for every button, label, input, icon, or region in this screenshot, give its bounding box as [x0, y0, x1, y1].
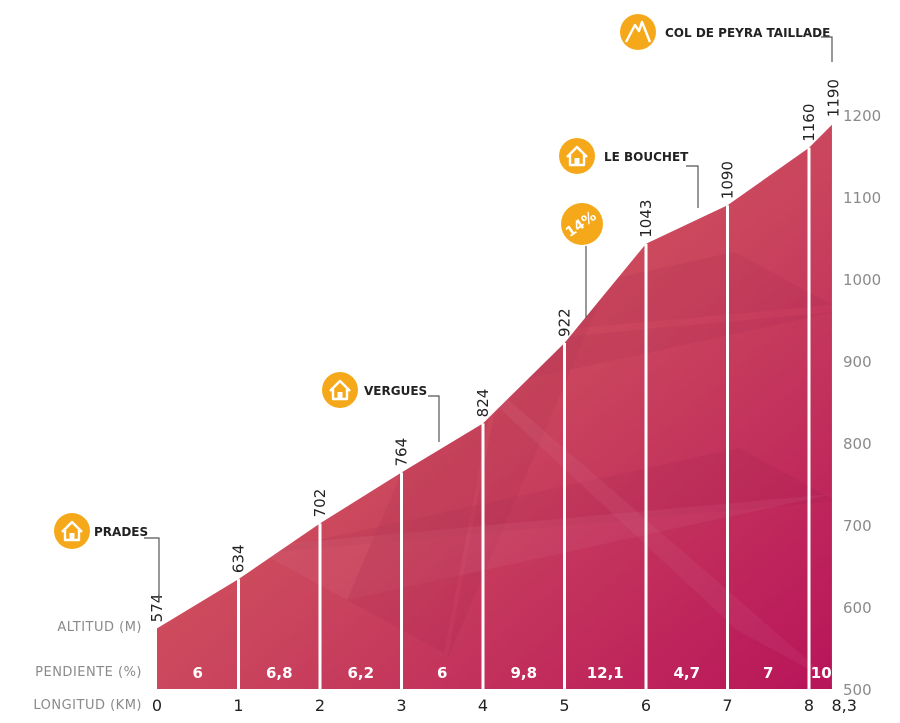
altitude-label: 634	[230, 544, 248, 573]
slope-value: 6,8	[266, 664, 293, 682]
slope-value: 6	[193, 664, 203, 682]
y-axis: 500 600 700 800 900 1000 1100 1200	[843, 107, 881, 699]
waypoint-label: VERGUES	[364, 384, 427, 398]
profile-fill	[157, 123, 834, 689]
waypoint-label: COL DE PEYRA TAILLADE	[665, 26, 830, 40]
x-tick-label: 8	[804, 696, 814, 715]
house-icon	[322, 372, 358, 408]
gradient-badge-icon	[561, 203, 603, 245]
altitude-label: 702	[311, 489, 329, 518]
slope-value: 6,2	[347, 664, 374, 682]
leader-line	[428, 395, 440, 442]
slope-value: 7	[763, 664, 773, 682]
badge-circle	[559, 138, 595, 174]
waypoint-le-bouchet: LE BOUCHET	[559, 138, 699, 208]
altitude-label: 922	[556, 308, 574, 337]
y-tick-label: 600	[843, 599, 872, 617]
house-door	[337, 392, 343, 399]
x-tick-label: 2	[315, 696, 325, 715]
leader-line	[144, 537, 160, 598]
altitude-label: 1190	[824, 79, 842, 117]
waypoint-prades: PRADES	[54, 513, 160, 598]
house-icon	[559, 138, 595, 174]
slope-value: 9,8	[510, 664, 537, 682]
x-tick-label: 1	[233, 696, 243, 715]
distance-row-label: LONGITUD (KM)	[33, 698, 142, 713]
leader-line	[686, 165, 699, 208]
waypoint-label: PRADES	[94, 525, 148, 539]
leader-line	[821, 36, 833, 62]
x-tick-label: 4	[478, 696, 488, 715]
altitude-label: 824	[474, 389, 492, 418]
elevation-area	[157, 123, 834, 689]
waypoint-label: LE BOUCHET	[604, 150, 689, 164]
altitude-labels: 574 634 702 764 824 922 1043 1090 1160 1190	[148, 79, 842, 622]
km-dividers	[237, 123, 835, 689]
y-tick-label: 1200	[843, 107, 881, 125]
slope-value: 10	[811, 664, 832, 682]
y-tick-label: 1000	[843, 271, 881, 289]
badge-circle	[322, 372, 358, 408]
x-tick-label: 0	[152, 696, 162, 715]
badge-circle	[54, 513, 90, 549]
y-tick-label: 800	[843, 435, 872, 453]
mountain-icon	[620, 14, 656, 50]
house-door	[69, 533, 75, 540]
altitude-row-label: ALTITUD (M)	[57, 620, 142, 635]
slope-row-label: PENDIENTE (%)	[35, 665, 142, 680]
altitude-label: 574	[148, 594, 166, 623]
altitude-label: 1043	[637, 200, 655, 238]
y-tick-label: 700	[843, 517, 872, 535]
altitude-label: 1160	[800, 104, 818, 142]
altitude-label: 1090	[719, 161, 737, 199]
slope-row: 6 6,8 6,2 6 9,8 12,1 4,7 7 10	[193, 664, 832, 682]
house-icon	[54, 513, 90, 549]
slope-value: 12,1	[587, 664, 624, 682]
y-tick-label: 900	[843, 353, 872, 371]
waypoint-vergues: VERGUES	[322, 372, 440, 442]
max-slope-badge: 14%	[561, 203, 603, 318]
slope-value: 6	[437, 664, 447, 682]
x-tick-label: 5	[559, 696, 569, 715]
slope-value: 4,7	[673, 664, 700, 682]
waypoints: PRADES VERGUES LE BOUCHET COL DE PEYRA TAIL…	[54, 14, 833, 598]
badge-circle	[620, 14, 656, 50]
x-tick-label: 8,3	[831, 696, 856, 715]
x-tick-label: 7	[722, 696, 732, 715]
altitude-label: 764	[393, 438, 411, 467]
y-tick-label: 500	[843, 681, 872, 699]
mountain-glyph	[624, 20, 652, 43]
x-tick-label: 3	[396, 696, 406, 715]
y-tick-label: 1100	[843, 189, 881, 207]
waypoint-col-de-peyra-taillade: COL DE PEYRA TAILLADE	[620, 14, 833, 62]
x-tick-label: 6	[641, 696, 651, 715]
house-door	[574, 158, 580, 165]
x-axis: 0 1 2 3 4 5 6 7 8 8,3	[152, 696, 857, 715]
